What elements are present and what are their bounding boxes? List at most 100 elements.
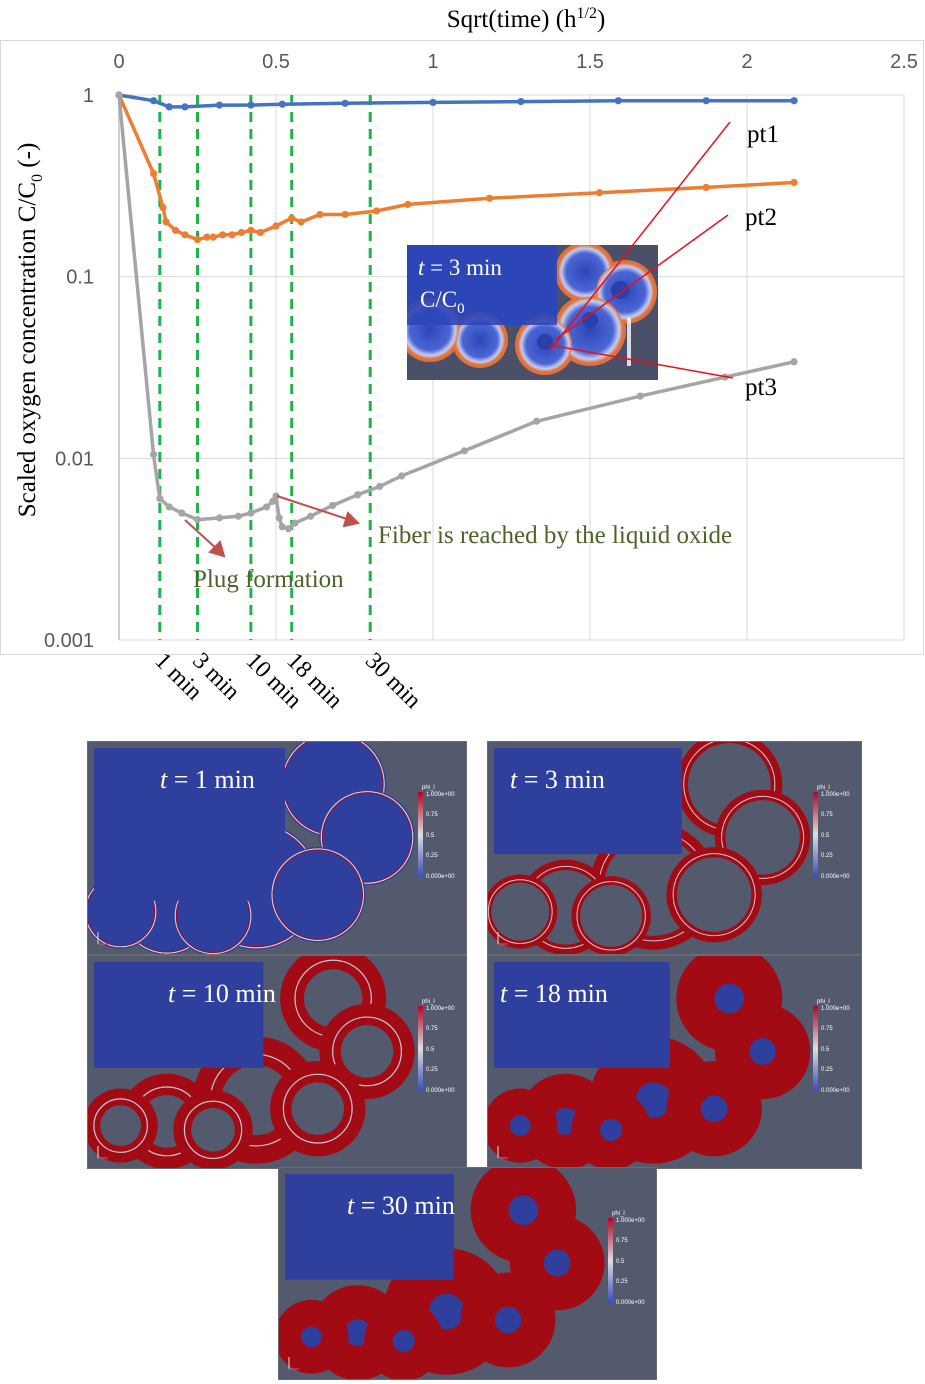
colorbar-tick-label: 0.75 [426,1026,438,1032]
phase-field-map: phi_l1.000e+00 0.75 0.5 0.25 0.000e+00 t = 3 … [483,731,850,956]
colorbar-top-label: 1.000e+00 [821,792,850,798]
phase-field-panel: phi_l 1.000e+00 0.75 0.5 0.25 0.000e+00 t = 30… [274,1157,657,1381]
fiber-core [714,983,745,1014]
oxide-rim [721,795,805,879]
fiber-core [508,1195,539,1225]
data-point-pt3 [149,450,158,459]
colorbar-tick-label: 0.25 [821,853,833,859]
oxide-rim [576,881,646,951]
data-point-pt1 [247,101,255,109]
fiber-annotation: Fiber is reached by the liquid oxide [378,522,732,549]
fiber-core [428,1293,465,1330]
colorbar-bottom-label: 0.000e+00 [821,1088,850,1094]
phase-field-panel: phi_l 1.000e+00 0.75 0.5 0.25 0.000e+00 t = 10… [83,945,467,1170]
colorbar-title: phi_l [817,999,830,1005]
oxide-rim [332,1016,402,1087]
data-point-pt2 [372,207,381,215]
data-point-pt1 [215,101,224,109]
data-point-pt1 [181,103,189,111]
data-point-pt2 [485,194,494,202]
colorbar-bottom-label: 0.000e+00 [426,1088,455,1094]
fiber-core [600,1118,623,1141]
colorbar-title: phi_l [817,785,830,791]
fiber-core [749,1038,776,1065]
matrix-region [494,962,670,1068]
colorbar-bottom-label: 0.000e+00 [426,874,455,880]
svg-text:C/C0: C/C0 [420,287,465,317]
oxide-rim [271,848,365,941]
x-tick-label: 1 [427,51,438,73]
y-tick-label: 0.001 [44,630,94,652]
colorbar-top-label: 1.000e+00 [426,792,455,798]
data-point-pt1 [341,99,349,107]
colorbar-tick-label: 0.5 [821,833,830,839]
oxide-rim [93,1098,148,1153]
data-point-pt2 [181,231,189,239]
data-point-pt2 [159,203,167,212]
data-point-pt2 [162,218,170,226]
data-point-pt3 [193,515,202,524]
pt1-label: pt1 [747,121,779,148]
colorbar [813,1006,818,1091]
colorbar-bottom-label: 0.000e+00 [616,1300,645,1306]
data-point-pt1 [278,100,286,108]
x-tick-label: 0 [113,51,124,73]
fiber-core [100,1105,142,1147]
x-tick-label: 2 [741,51,752,73]
inset-concentration-map: t = 3 min C/C0 [407,245,658,380]
colorbar-tick-label: 0.25 [426,1067,438,1073]
data-point-pt2 [341,210,349,219]
data-point-pt3 [306,512,315,520]
data-point-pt3 [376,482,384,491]
fiber-core [392,1329,415,1353]
phase-field-map: phi_l1.000e+00 0.75 0.5 0.25 0.000e+00 t = 1 … [83,731,455,956]
chart-border [0,40,924,655]
series-line-pt2 [117,94,795,242]
fiber-core [491,882,550,941]
fiber-core [580,884,643,947]
fiber-core [700,1095,728,1122]
oxide-rim [272,849,363,940]
fiber-core [191,1107,235,1152]
colorbar-top-label: 1.000e+00 [616,1218,645,1224]
svg-text:t = 3 min: t = 3 min [418,255,502,280]
colorbar-tick-label: 0.5 [616,1259,625,1265]
colorbar-top-label: 1.000e+00 [821,1006,850,1012]
panel-title: t = 3 min [510,765,605,794]
data-point-pt3 [215,514,224,522]
pt2-label: pt2 [745,204,777,231]
data-point-pt2 [288,214,296,222]
data-point-pt3 [272,492,280,500]
colorbar [608,1218,613,1303]
data-point-pt1 [790,97,798,105]
data-point-pt3 [284,525,293,533]
data-point-pt2 [237,228,246,237]
x-tick-label: 1.5 [576,51,604,73]
data-point-pt3 [275,514,283,522]
data-point-pt1 [149,97,158,105]
colorbar-title: phi_l [612,1211,625,1217]
data-point-pt3 [533,417,541,425]
data-point-pt2 [247,226,255,234]
fiber-core [725,800,800,875]
data-point-pt1 [702,97,710,105]
x-tick-label: 2.5 [890,51,918,73]
data-point-pt2 [272,222,280,230]
oxide-rim [487,879,553,945]
data-point-pt3 [247,509,255,517]
colorbar-title: phi_l [422,785,435,791]
data-point-pt2 [790,178,798,187]
data-point-pt3 [291,519,299,527]
data-point-pt3 [115,91,123,99]
colorbar-tick-label: 0.75 [821,1026,833,1032]
data-point-pt3 [636,392,644,400]
panel-title: t = 1 min [160,765,255,794]
fiber-core [340,1025,394,1078]
data-point-pt3 [354,491,362,499]
data-point-pt2 [228,231,236,239]
phase-field-map: phi_l1.000e+00 0.75 0.5 0.25 0.000e+00 t = 10… [83,945,455,1170]
annotation-arrows [184,495,361,558]
phase-field-panel: phi_l 1.000e+00 0.75 0.5 0.25 0.000e+00 t = 18… [483,945,862,1170]
oxide-rim [320,791,414,884]
fiber-core [676,857,752,932]
